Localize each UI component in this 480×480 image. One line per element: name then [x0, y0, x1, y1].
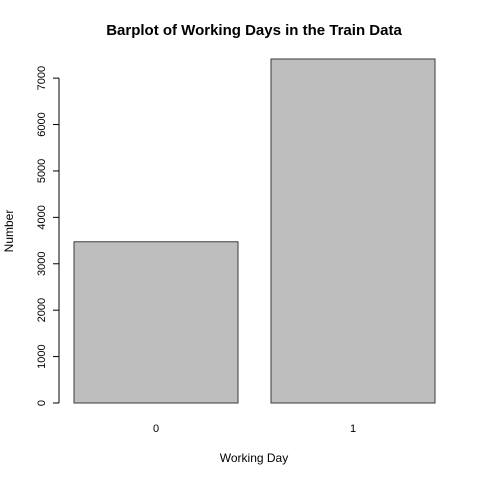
y-axis: 0 1000 2000 3000 4000 5000 6000 7000 — [36, 66, 60, 406]
x-axis-label: Working Day — [220, 451, 288, 465]
bar-1 — [270, 58, 436, 404]
y-tick-label: 7000 — [36, 66, 48, 90]
x-tick-label: 1 — [350, 423, 356, 435]
x-tick-label: 0 — [153, 423, 159, 435]
y-tick-label: 5000 — [36, 159, 48, 183]
y-tick-label: 4000 — [36, 205, 48, 229]
y-tick-label: 6000 — [36, 112, 48, 136]
chart-title: Barplot of Working Days in the Train Dat… — [106, 22, 402, 39]
bars-group — [73, 58, 436, 404]
y-axis-label: Number — [2, 210, 16, 253]
bar-0 — [73, 241, 239, 404]
y-tick-label: 1000 — [36, 344, 48, 368]
y-tick-label: 0 — [36, 400, 48, 406]
y-tick-label: 3000 — [36, 252, 48, 276]
y-tick-label: 2000 — [36, 298, 48, 322]
